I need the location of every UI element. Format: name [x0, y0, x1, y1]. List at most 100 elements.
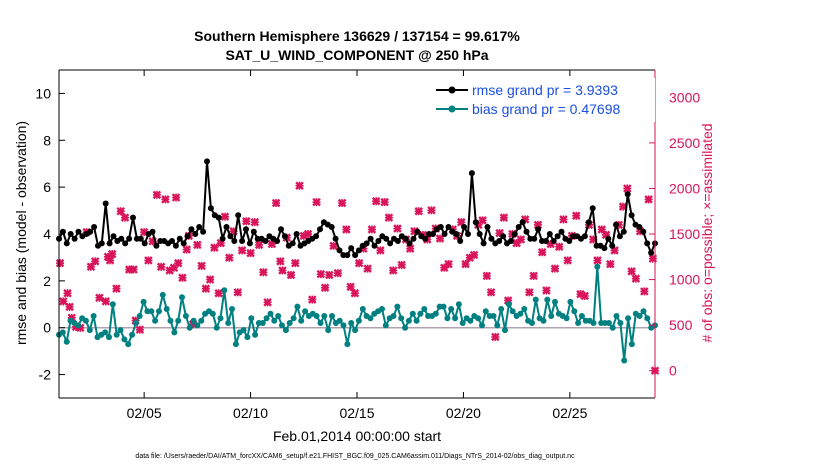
assimilated-count-marker	[286, 270, 296, 280]
bias-series-point	[63, 338, 70, 345]
rmse-series-point	[344, 252, 351, 259]
assimilated-count-marker	[367, 225, 377, 234]
rmse-series-point	[239, 238, 246, 244]
bias-series-point	[455, 301, 462, 308]
bias-series-point	[209, 310, 216, 317]
plot-area	[55, 158, 660, 375]
bias-series-point	[625, 315, 632, 322]
assimilated-count-marker	[193, 240, 202, 250]
rmse-series-point	[243, 226, 249, 233]
rmse-series-point	[566, 238, 573, 244]
rmse-series-point	[352, 252, 359, 259]
bias-series-point	[186, 324, 193, 331]
rmse-series-point	[515, 224, 522, 230]
rmse-series-point	[472, 219, 479, 226]
rmse-series-point	[130, 214, 136, 221]
assimilated-count-marker	[173, 258, 183, 268]
bias-series-point	[594, 263, 601, 270]
bias-series-point	[398, 315, 405, 322]
assimilated-count-marker	[516, 235, 526, 244]
assimilated-count-marker	[640, 287, 649, 296]
bias-series-point	[190, 317, 197, 324]
bias-series-point	[136, 313, 143, 319]
rmse-series-point	[367, 235, 374, 242]
rmse-series-point	[192, 231, 199, 237]
bias-series-point	[290, 315, 297, 322]
bias-series-point	[344, 341, 351, 348]
rmse-series-point	[169, 238, 175, 244]
assimilated-count-marker	[461, 259, 470, 269]
rmse-series-point	[465, 231, 471, 237]
assimilated-count-marker	[242, 216, 251, 226]
rmse-series-point	[332, 235, 339, 242]
bias-series-point	[240, 327, 247, 334]
bias-series-point	[644, 315, 651, 322]
rmse-series-point	[531, 235, 538, 242]
bias-series-point	[329, 313, 335, 319]
assimilated-count-marker	[376, 246, 385, 255]
rmse-series-point	[71, 235, 78, 242]
assimilated-count-marker	[214, 288, 223, 298]
assimilated-count-marker	[371, 196, 381, 206]
assimilated-count-marker	[303, 229, 313, 239]
assimilated-count-marker	[161, 195, 170, 204]
rmse-series-point	[468, 170, 475, 177]
bias-series-point	[182, 313, 189, 319]
rmse-series-point	[480, 240, 487, 247]
bias-series-point	[179, 294, 185, 301]
rmse-series-point	[383, 235, 390, 242]
assimilated-count-marker	[486, 288, 496, 297]
bias-series-point	[263, 315, 270, 322]
bias-series-point	[232, 341, 239, 348]
assimilated-count-marker	[178, 273, 187, 282]
bias-series-point	[102, 329, 109, 336]
bias-series-point	[252, 331, 259, 338]
bias-series-point	[313, 313, 320, 319]
rmse-series-point	[457, 238, 464, 244]
assimilated-count-marker	[491, 332, 500, 342]
rmse-series-point	[609, 242, 616, 249]
assimilated-count-marker	[291, 258, 300, 268]
bias-series-point	[321, 313, 328, 319]
y-tick-label-right: 2000	[669, 180, 700, 196]
bias-series-point	[129, 331, 136, 338]
assimilated-count-marker	[210, 243, 219, 252]
rmse-series-point	[414, 228, 421, 235]
rmse-series-point	[406, 240, 413, 247]
rmse-series-point	[223, 224, 230, 230]
rmse-series-point	[59, 228, 66, 235]
bias-series-point	[156, 308, 162, 315]
x-axis-label: Feb.01,2014 00:00:00 start	[273, 428, 441, 444]
assimilated-count-marker	[250, 217, 260, 227]
assimilated-count-marker	[205, 275, 215, 284]
bias-series-point	[279, 322, 285, 329]
rmse-series-point	[624, 191, 631, 198]
legend-rmse-label: rmse grand pr = 3.9393	[472, 82, 618, 98]
chart-title-line2: SAT_U_WIND_COMPONENT @ 250 hPa	[225, 47, 488, 63]
y-tick-label-left: 4	[43, 226, 51, 242]
rmse-series-point	[98, 240, 105, 247]
bias-series-point	[609, 324, 616, 331]
rmse-series-point	[289, 240, 296, 247]
rmse-series-point	[227, 233, 234, 240]
legend-bias-label: bias grand pr = 0.47698	[472, 101, 620, 117]
bias-series-point	[552, 298, 558, 305]
bias-series-point	[117, 327, 124, 334]
y-tick-label-left: 6	[43, 179, 51, 195]
y-tick-label-left: -2	[39, 367, 52, 383]
bias-series-point	[132, 320, 139, 326]
assimilated-count-marker	[542, 286, 551, 295]
assimilated-count-marker	[312, 197, 321, 207]
bias-series-point	[459, 320, 466, 326]
assimilated-count-marker	[59, 297, 68, 306]
assimilated-count-marker	[101, 297, 111, 306]
bias-series-point	[75, 322, 82, 329]
rmse-series-point	[293, 231, 300, 237]
x-tick-label: 02/15	[339, 405, 374, 421]
assimilated-count-marker	[623, 184, 632, 193]
assimilated-count-marker	[112, 284, 121, 293]
assimilated-count-marker	[571, 211, 581, 221]
assimilated-count-marker	[384, 213, 394, 222]
bias-series-point	[532, 296, 539, 303]
assimilated-count-marker	[631, 274, 641, 283]
